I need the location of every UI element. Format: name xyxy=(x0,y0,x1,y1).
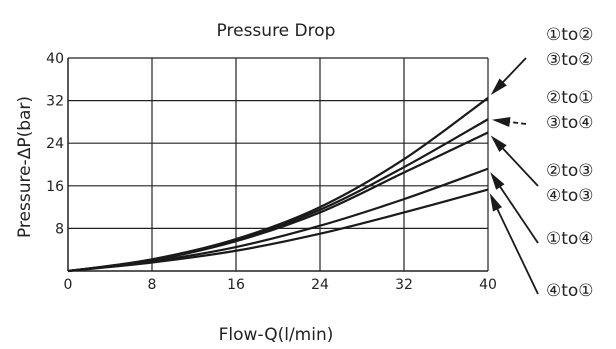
legend-pointer-line xyxy=(494,205,539,295)
legend-label: ②to③ xyxy=(546,161,594,181)
chart-title: Pressure Drop xyxy=(217,21,336,41)
x-tick-label: 32 xyxy=(395,277,413,293)
legend-arrowhead xyxy=(490,172,505,190)
series-line-1 xyxy=(67,97,489,273)
series-layer xyxy=(67,97,489,273)
x-axis-label: Flow-Q(l/min) xyxy=(219,325,334,345)
y-tick-label: 32 xyxy=(46,94,64,110)
y-tick-label: 16 xyxy=(46,179,64,195)
tick-layer: 0 8 16 24 32 40 8 16 24 32 40 xyxy=(46,51,497,293)
legend-pointer-line xyxy=(497,183,539,244)
legend-label: ④to③ xyxy=(546,186,594,206)
x-tick-label: 0 xyxy=(64,277,73,293)
y-tick-label: 40 xyxy=(46,51,64,67)
grid-layer xyxy=(67,57,489,272)
legend-arrowhead xyxy=(491,117,511,127)
legend-arrowhead xyxy=(490,78,507,96)
legend-label: ①to② xyxy=(546,25,594,45)
legend-pointer-line xyxy=(499,57,527,86)
y-axis-label: Pressure-ΔP(bar) xyxy=(15,96,35,238)
legend-arrowhead xyxy=(489,193,503,212)
x-tick-label: 24 xyxy=(311,277,329,293)
y-tick-label: 8 xyxy=(55,221,64,237)
series-line-2 xyxy=(67,118,489,273)
legend-label: ④to① xyxy=(546,281,594,301)
series-line-5 xyxy=(67,188,489,273)
legend-layer: ①to② ③to② ②to① ③to④ ②to③ ④to③ ①to④ ④to① xyxy=(489,25,594,301)
legend-arrowhead xyxy=(490,135,507,153)
legend-label: ③to② xyxy=(546,50,594,70)
x-tick-label: 16 xyxy=(227,277,245,293)
series-line-3 xyxy=(67,131,489,273)
x-tick-label: 8 xyxy=(148,277,157,293)
legend-label: ①to④ xyxy=(546,229,594,249)
legend-label: ②to① xyxy=(546,88,594,108)
x-tick-label: 40 xyxy=(479,277,497,293)
y-tick-label: 24 xyxy=(46,136,64,152)
legend-label: ③to④ xyxy=(546,113,594,133)
legend-pointer-line xyxy=(499,145,539,187)
series-line-4 xyxy=(67,167,489,273)
